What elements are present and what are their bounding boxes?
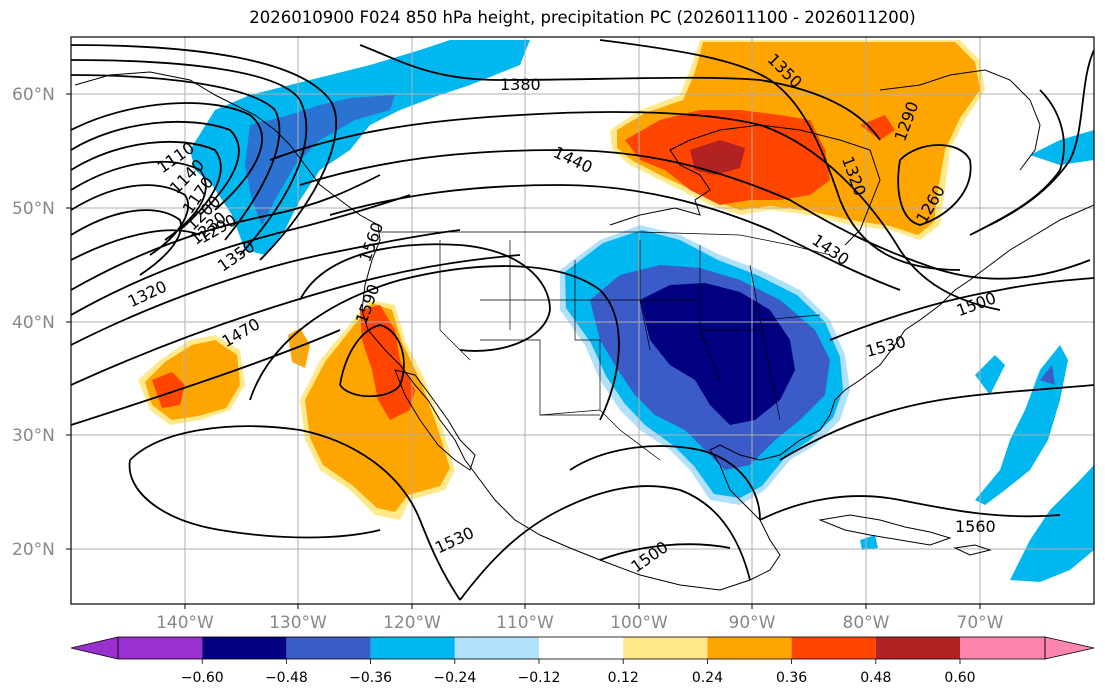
shade-atlantic-cyan-1	[975, 355, 1005, 395]
shade-pacific-red	[152, 372, 185, 408]
map-title: 2026010900 F024 850 hPa height, precipit…	[249, 8, 916, 27]
colorbar-label: −0.24	[433, 670, 476, 686]
colorbar-label: 0.12	[608, 670, 639, 686]
colorbar-swatch	[370, 637, 455, 659]
contour-label-1380: 1380	[500, 75, 541, 94]
lat-label-20n: 20°N	[12, 540, 55, 560]
height-contours	[71, 39, 1094, 601]
shade-small-yellow	[288, 328, 310, 368]
lon-label-100w: 100°W	[610, 613, 668, 633]
latitude-labels: 60°N 50°N 40°N 30°N 20°N	[12, 85, 55, 560]
colorbar-label: 0.60	[944, 670, 975, 686]
shade-atlantic-cyan-2	[975, 345, 1068, 505]
colorbar-extend-right	[1044, 636, 1095, 660]
shade-bc-blue	[245, 95, 395, 225]
shade-calif-red	[360, 305, 415, 420]
colorbar-label: 0.36	[776, 670, 807, 686]
colorbar-label: 0.48	[860, 670, 891, 686]
map-border	[70, 36, 1095, 605]
lon-label-140w: 140°W	[156, 613, 214, 633]
lon-label-120w: 120°W	[383, 613, 441, 633]
colorbar-outline	[117, 636, 1046, 660]
lat-label-60n: 60°N	[12, 85, 55, 105]
lon-label-130w: 130°W	[269, 613, 327, 633]
lat-label-50n: 50°N	[12, 199, 55, 219]
lon-label-70w: 70°W	[957, 613, 1004, 633]
colorbar-swatch	[623, 637, 708, 659]
shade-atlantic-blue-1	[1040, 365, 1055, 385]
colorbar-swatch	[202, 637, 287, 659]
coastlines	[74, 69, 1094, 591]
lon-label-90w: 90°W	[729, 613, 776, 633]
colorbar-swatch	[875, 637, 960, 659]
lat-label-40n: 40°N	[12, 313, 55, 333]
colorbar-label: −0.60	[181, 670, 224, 686]
lon-ticks	[184, 604, 981, 609]
lat-ticks	[66, 93, 71, 550]
shade-atlantic-cyan-3	[1010, 465, 1094, 582]
lon-label-80w: 80°W	[843, 613, 890, 633]
shade-atlantic-cyan-5	[860, 535, 878, 550]
colorbar-swatch	[707, 637, 792, 659]
colorbar-label: −0.12	[518, 670, 561, 686]
shade-baja-orange	[305, 303, 450, 512]
colorbar-label: −0.48	[265, 670, 308, 686]
shade-hudson-red	[860, 115, 895, 140]
colorbar-swatch	[791, 637, 876, 659]
colorbar-swatch	[454, 637, 539, 659]
colorbar-swatch	[118, 637, 203, 659]
colorbar-swatch	[960, 637, 1045, 659]
colorbar: −0.60 −0.48 −0.36 −0.24 −0.12 0.12 0.24 …	[70, 636, 1095, 686]
graticule	[71, 37, 1094, 604]
colorbar-label: −0.36	[349, 670, 392, 686]
colorbar-swatch	[286, 637, 371, 659]
colorbar-label: 0.24	[692, 670, 723, 686]
colorbar-swatch	[539, 637, 624, 659]
precip-shading	[138, 40, 1094, 582]
colorbar-extend-left	[70, 636, 119, 660]
shade-central-navy	[640, 283, 795, 425]
longitude-labels: 140°W 130°W 120°W 110°W 100°W 90°W 80°W …	[156, 613, 1004, 633]
shade-canada-darkred	[690, 140, 745, 175]
lat-label-30n: 30°N	[12, 426, 55, 446]
lon-label-110w: 110°W	[496, 613, 554, 633]
contour-label-1560-east: 1560	[955, 517, 996, 536]
